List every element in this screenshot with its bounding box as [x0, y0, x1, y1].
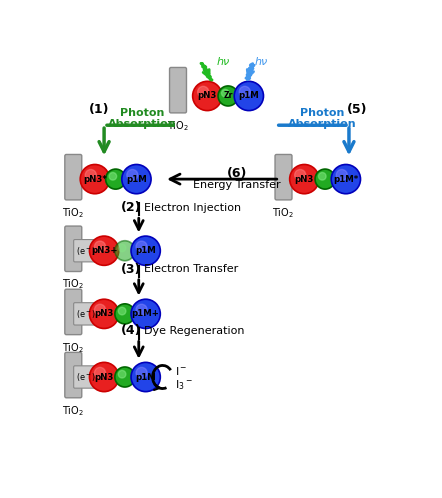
Text: TiO$_2$: TiO$_2$: [167, 119, 189, 133]
FancyBboxPatch shape: [65, 226, 82, 271]
Circle shape: [115, 241, 135, 261]
Circle shape: [85, 169, 96, 181]
FancyBboxPatch shape: [74, 303, 98, 325]
FancyBboxPatch shape: [275, 154, 292, 200]
Circle shape: [218, 86, 238, 106]
Text: Electron Injection: Electron Injection: [144, 203, 241, 213]
Text: pN3: pN3: [95, 373, 114, 381]
Text: p1M: p1M: [239, 92, 259, 101]
Circle shape: [295, 169, 306, 181]
Circle shape: [198, 86, 209, 98]
Circle shape: [118, 371, 126, 378]
Text: (2): (2): [121, 201, 141, 214]
Text: p1M+: p1M+: [132, 309, 160, 318]
Circle shape: [95, 304, 106, 315]
Text: TiO$_2$: TiO$_2$: [62, 404, 84, 418]
Text: p1M*: p1M*: [333, 175, 358, 184]
Circle shape: [109, 172, 117, 180]
Text: I$_3$$^-$: I$_3$$^-$: [175, 378, 193, 391]
Text: pN3: pN3: [295, 175, 314, 184]
Text: TiO$_2$: TiO$_2$: [62, 206, 84, 220]
Text: (e$^-$): (e$^-$): [76, 245, 95, 257]
Text: pN3+: pN3+: [91, 246, 117, 255]
Text: (5): (5): [347, 103, 367, 117]
Circle shape: [315, 169, 335, 189]
Circle shape: [331, 164, 361, 194]
Text: I$^-$: I$^-$: [175, 365, 187, 377]
Text: hν: hν: [217, 57, 230, 67]
FancyBboxPatch shape: [65, 353, 82, 398]
Text: Zr: Zr: [223, 92, 233, 101]
Circle shape: [193, 81, 222, 111]
Circle shape: [290, 164, 319, 194]
Text: Photon
Absorption: Photon Absorption: [108, 108, 177, 129]
Circle shape: [89, 363, 119, 391]
Text: hν: hν: [255, 57, 268, 67]
Text: TiO$_2$: TiO$_2$: [62, 278, 84, 291]
Text: (e$^-$): (e$^-$): [76, 371, 95, 383]
Text: p1M: p1M: [135, 246, 156, 255]
Text: pN3: pN3: [95, 309, 114, 318]
FancyBboxPatch shape: [65, 289, 82, 335]
FancyBboxPatch shape: [65, 154, 82, 200]
Text: (e$^-$): (e$^-$): [76, 308, 95, 320]
Circle shape: [136, 304, 147, 315]
Text: (6): (6): [227, 167, 248, 180]
Circle shape: [136, 368, 147, 378]
Text: Electron Transfer: Electron Transfer: [144, 264, 238, 274]
Text: TiO$_2$: TiO$_2$: [273, 206, 294, 220]
Text: pN3: pN3: [198, 92, 217, 101]
Circle shape: [131, 363, 160, 391]
Text: Photon
Absorption: Photon Absorption: [288, 108, 356, 129]
Text: (1): (1): [88, 103, 109, 117]
Circle shape: [115, 367, 135, 387]
Circle shape: [89, 299, 119, 329]
Text: TiO$_2$: TiO$_2$: [62, 341, 84, 355]
Circle shape: [106, 169, 126, 189]
Circle shape: [234, 81, 263, 111]
Circle shape: [115, 304, 135, 324]
Text: (4): (4): [121, 324, 141, 337]
Text: (3): (3): [121, 263, 141, 276]
Text: pN3*: pN3*: [83, 175, 107, 184]
FancyBboxPatch shape: [74, 240, 98, 262]
Circle shape: [118, 244, 126, 251]
Circle shape: [80, 164, 110, 194]
Circle shape: [319, 172, 326, 180]
Circle shape: [131, 299, 160, 329]
Text: Energy Transfer: Energy Transfer: [194, 179, 281, 190]
Circle shape: [127, 169, 138, 181]
Text: Dye Regeneration: Dye Regeneration: [144, 326, 244, 336]
Circle shape: [95, 368, 106, 378]
Circle shape: [89, 236, 119, 265]
Text: p1M: p1M: [135, 373, 156, 381]
Circle shape: [336, 169, 347, 181]
Circle shape: [122, 164, 151, 194]
Circle shape: [221, 89, 229, 97]
FancyBboxPatch shape: [170, 67, 187, 113]
FancyBboxPatch shape: [74, 366, 98, 388]
Circle shape: [136, 241, 147, 252]
Circle shape: [118, 307, 126, 315]
Text: p1M: p1M: [126, 175, 147, 184]
Circle shape: [131, 236, 160, 265]
Circle shape: [239, 86, 250, 98]
Circle shape: [95, 241, 106, 252]
